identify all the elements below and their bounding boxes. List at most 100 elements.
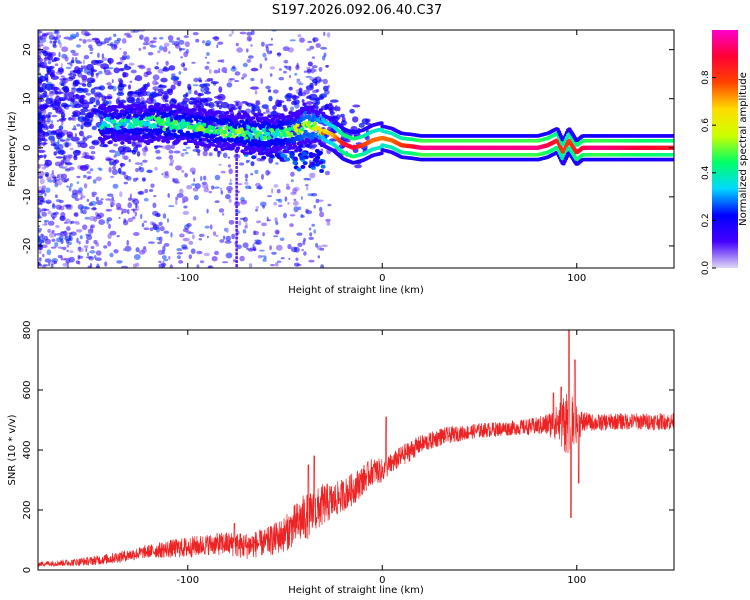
spectrogram-noise-blob [42, 264, 49, 267]
colorbar-tick-label: 0.4 [701, 165, 711, 180]
spectrogram-blob [42, 50, 47, 54]
spectrogram-noise-blob [162, 213, 167, 219]
spectrogram-noise-blob [311, 143, 317, 148]
spectrogram-noise-blob [95, 250, 102, 256]
spectrogram-blob [105, 158, 114, 161]
spectrogram-ridge-peak [115, 125, 120, 131]
spectrogram-noise-blob [154, 166, 158, 171]
spectrogram-ridge-cell [278, 126, 284, 130]
spectrogram-blob [60, 139, 65, 142]
spectrogram-noise-blob [227, 164, 231, 168]
spectrogram-noise-blob [293, 246, 300, 253]
spectrogram-noise-blob [147, 51, 154, 56]
spectrogram-noise-blob [72, 52, 79, 57]
spectrogram-noise-blob [106, 208, 110, 212]
spectrogram-ridge-cell [225, 111, 230, 115]
spectrogram-noise-blob [43, 219, 50, 223]
spectrogram-noise-blob [57, 39, 61, 45]
spectrogram-blob [157, 88, 164, 92]
spectrogram-noise-blob [38, 207, 41, 213]
spectrogram-noise-blob [254, 90, 258, 95]
spectrogram-noise-blob [38, 250, 42, 255]
spectrogram-blob [241, 101, 248, 104]
spectrogram-noise-blob [75, 229, 83, 233]
spectrogram-branch-blob [289, 154, 295, 159]
spectrogram-ridge-cell [287, 146, 292, 151]
spectrogram-noise-blob [286, 183, 290, 186]
spectrogram-ridge-cell [138, 117, 144, 121]
spectrogram-noise-blob [165, 144, 172, 151]
spectrogram-noise-blob [110, 175, 114, 179]
spectrogram-noise-blob [95, 257, 102, 262]
spectrogram-noise-blob [55, 224, 60, 229]
spectrogram-ridge-cell [317, 136, 322, 140]
spectrogram-blob [198, 79, 203, 83]
spectrogram-noise-blob [308, 236, 315, 240]
spectrogram-ridge-cell [211, 143, 216, 147]
spectrogram-noise-blob [55, 232, 63, 236]
spectrogram-noise-blob [287, 47, 294, 53]
spectrogram-noise-blob [106, 82, 112, 86]
spectrogram-noise-blob [246, 31, 252, 36]
spectrogram-noise-blob [180, 56, 184, 59]
spectrogram-ridge-cell [150, 111, 155, 116]
spectrogram-noise-blob [199, 175, 203, 182]
spectrogram-noise-blob [219, 239, 225, 243]
spectrogram-ridge-cell [281, 141, 286, 145]
spectrogram-blob [126, 96, 136, 104]
spectrogram-noise-blob [303, 89, 310, 95]
spectrogram-streak [235, 240, 238, 244]
spectrogram-noise-blob [41, 208, 47, 212]
spectrogram-noise-blob [84, 136, 89, 140]
spectrogram-noise-blob [63, 36, 71, 40]
spectrogram-noise-blob [68, 256, 75, 263]
spectrogram-noise-blob [161, 173, 164, 176]
spectrogram-blob [42, 135, 46, 142]
colorbar-tick-label: 0.0 [701, 261, 711, 276]
spectrogram-noise-blob [100, 198, 104, 201]
spectrogram-noise-blob [175, 165, 182, 171]
spectrogram-noise-blob [262, 52, 267, 58]
spectrogram-noise-blob [285, 185, 291, 190]
spectrogram-blob [116, 62, 123, 65]
spectrogram-noise-blob [121, 153, 126, 160]
spectrogram-noise-blob [275, 162, 279, 165]
spectrogram-noise-blob [51, 238, 56, 242]
spectrogram-noise-blob [85, 247, 88, 253]
spectrogram-blob [319, 93, 327, 98]
spectrogram-ridge-peak [200, 127, 206, 132]
spectrogram-ridge-cell [136, 105, 141, 109]
spectrogram-ridge-cell [189, 119, 194, 123]
spectrogram-noise-blob [116, 37, 122, 42]
spectrogram-noise-blob [59, 215, 65, 221]
spectrogram-noise-blob [241, 77, 245, 80]
spectrogram-noise-blob [106, 217, 113, 222]
spectrogram-blob [45, 98, 53, 104]
spectrogram-noise-blob [139, 64, 145, 68]
spectrogram-noise-blob [107, 67, 114, 70]
spectrogram-noise-blob [133, 232, 140, 236]
figure-title: S197.2026.092.06.40.C37 [272, 3, 442, 18]
spectrogram-ridge-cell [239, 136, 244, 140]
spectrogram-noise-blob [267, 195, 272, 198]
spectrogram-blob [109, 161, 114, 166]
spectrogram-noise-blob [103, 37, 110, 44]
spectrogram-blob [90, 88, 96, 95]
spectrogram-ridge-cell [194, 145, 200, 149]
spectrogram-blob [119, 163, 126, 167]
spectrogram-noise-blob [132, 208, 135, 213]
spectrogram-noise-blob [45, 187, 51, 193]
spectrogram-noise-blob [267, 171, 271, 175]
spectrogram-blob [91, 139, 100, 146]
spectrogram-blob [116, 92, 125, 96]
spectrogram-branch-blob [310, 161, 315, 166]
spectrogram-noise-blob [226, 82, 233, 88]
spectrogram-streak [235, 228, 238, 232]
spectrogram-noise-blob [221, 67, 228, 73]
spectrogram-ridge-cell [302, 102, 307, 107]
spectrogram-noise-blob [138, 250, 146, 255]
spectrogram-noise-blob [289, 214, 296, 217]
spectrogram-ridge-cell [142, 105, 147, 109]
spectrogram-ridge-cell [379, 151, 384, 156]
spectrogram-blob [301, 99, 305, 103]
